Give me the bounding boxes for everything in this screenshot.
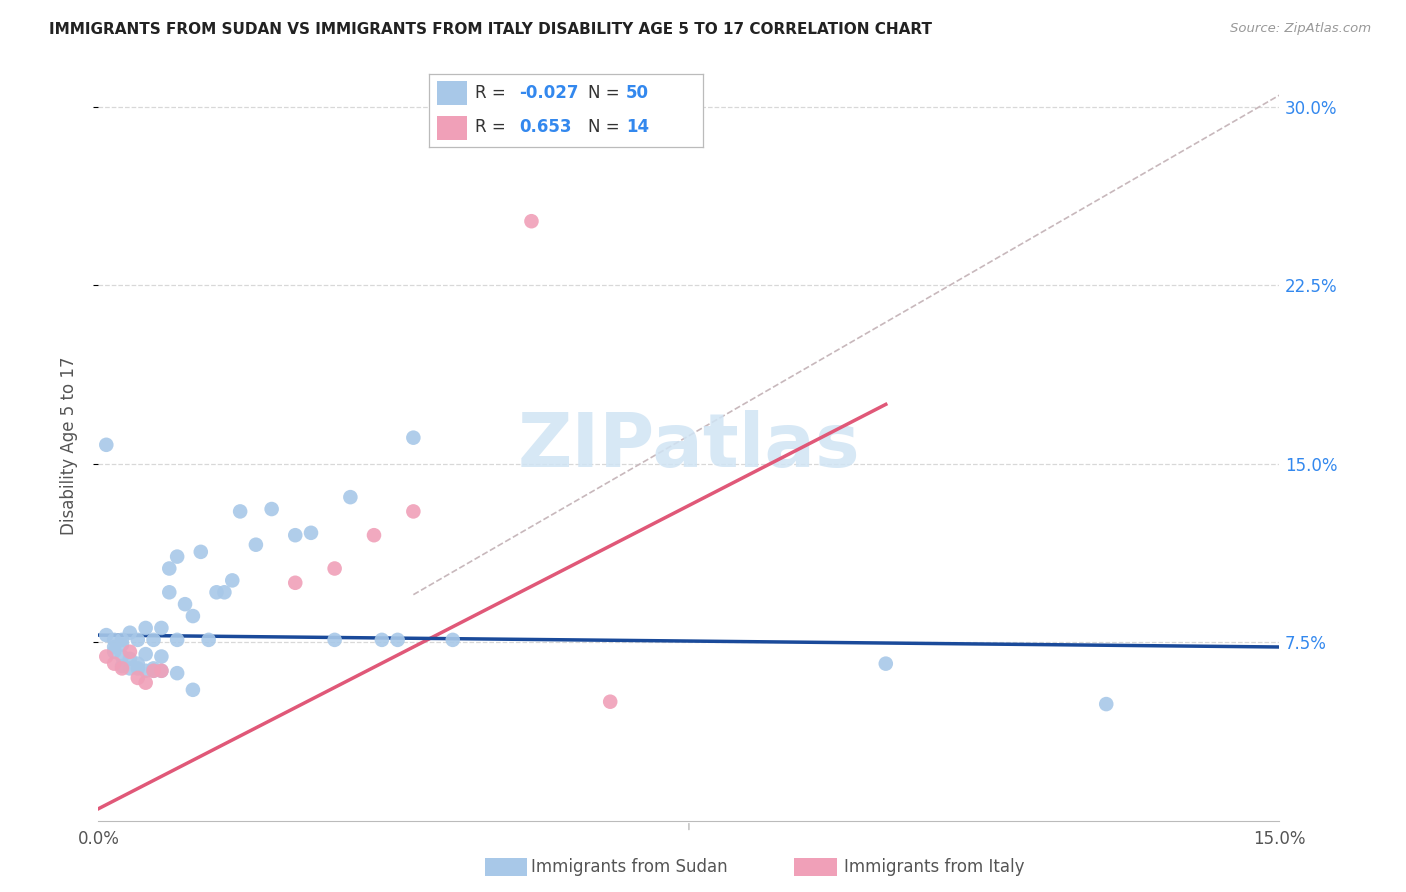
- Text: ZIPatlas: ZIPatlas: [517, 409, 860, 483]
- Point: [323, 561, 346, 575]
- Point: [150, 664, 173, 678]
- Point: [1095, 697, 1118, 711]
- Point: [96, 628, 118, 642]
- Point: [118, 661, 141, 675]
- Point: [96, 438, 118, 452]
- Point: [402, 504, 425, 518]
- Text: R =: R =: [475, 85, 512, 103]
- Point: [166, 632, 188, 647]
- Point: [127, 671, 149, 685]
- Point: [111, 649, 134, 664]
- Point: [363, 528, 385, 542]
- Point: [150, 664, 173, 678]
- Point: [323, 632, 346, 647]
- Text: 50: 50: [626, 85, 650, 103]
- Point: [181, 609, 204, 624]
- Point: [127, 657, 149, 671]
- Point: [229, 504, 252, 518]
- Point: [118, 652, 141, 666]
- Point: [284, 528, 307, 542]
- Text: R =: R =: [475, 118, 516, 136]
- Point: [214, 585, 236, 599]
- Text: Immigrants from Sudan: Immigrants from Sudan: [531, 858, 728, 876]
- Point: [142, 664, 165, 678]
- Point: [127, 661, 149, 675]
- Point: [441, 632, 464, 647]
- Point: [135, 664, 157, 678]
- Point: [166, 549, 188, 564]
- Point: [875, 657, 897, 671]
- Point: [135, 647, 157, 661]
- Point: [221, 574, 243, 588]
- Point: [260, 502, 283, 516]
- Text: IMMIGRANTS FROM SUDAN VS IMMIGRANTS FROM ITALY DISABILITY AGE 5 TO 17 CORRELATIO: IMMIGRANTS FROM SUDAN VS IMMIGRANTS FROM…: [49, 22, 932, 37]
- Point: [299, 525, 322, 540]
- Text: 0.653: 0.653: [519, 118, 572, 136]
- Y-axis label: Disability Age 5 to 17: Disability Age 5 to 17: [59, 357, 77, 535]
- Point: [103, 645, 125, 659]
- Point: [111, 659, 134, 673]
- Point: [166, 666, 188, 681]
- Point: [371, 632, 394, 647]
- Point: [245, 538, 267, 552]
- Point: [197, 632, 219, 647]
- Point: [157, 585, 180, 599]
- Point: [142, 661, 165, 675]
- Point: [387, 632, 409, 647]
- Point: [135, 675, 157, 690]
- Point: [142, 664, 165, 678]
- FancyBboxPatch shape: [437, 116, 467, 140]
- Point: [118, 625, 141, 640]
- Point: [402, 431, 425, 445]
- Point: [103, 657, 125, 671]
- Point: [96, 649, 118, 664]
- FancyBboxPatch shape: [437, 81, 467, 105]
- Point: [284, 575, 307, 590]
- Text: -0.027: -0.027: [519, 85, 579, 103]
- Text: N =: N =: [588, 118, 624, 136]
- Point: [111, 638, 134, 652]
- Point: [111, 632, 134, 647]
- Text: 14: 14: [626, 118, 650, 136]
- Point: [150, 649, 173, 664]
- Point: [205, 585, 228, 599]
- Point: [157, 561, 180, 575]
- Point: [103, 632, 125, 647]
- Point: [118, 645, 141, 659]
- Point: [181, 682, 204, 697]
- Point: [103, 640, 125, 654]
- Point: [150, 621, 173, 635]
- Point: [520, 214, 543, 228]
- Point: [135, 621, 157, 635]
- Point: [599, 695, 621, 709]
- Point: [127, 632, 149, 647]
- Text: N =: N =: [588, 85, 624, 103]
- Point: [174, 597, 197, 611]
- Point: [190, 545, 212, 559]
- Text: Immigrants from Italy: Immigrants from Italy: [844, 858, 1024, 876]
- Point: [339, 490, 361, 504]
- Point: [142, 632, 165, 647]
- Point: [111, 661, 134, 675]
- Text: Source: ZipAtlas.com: Source: ZipAtlas.com: [1230, 22, 1371, 36]
